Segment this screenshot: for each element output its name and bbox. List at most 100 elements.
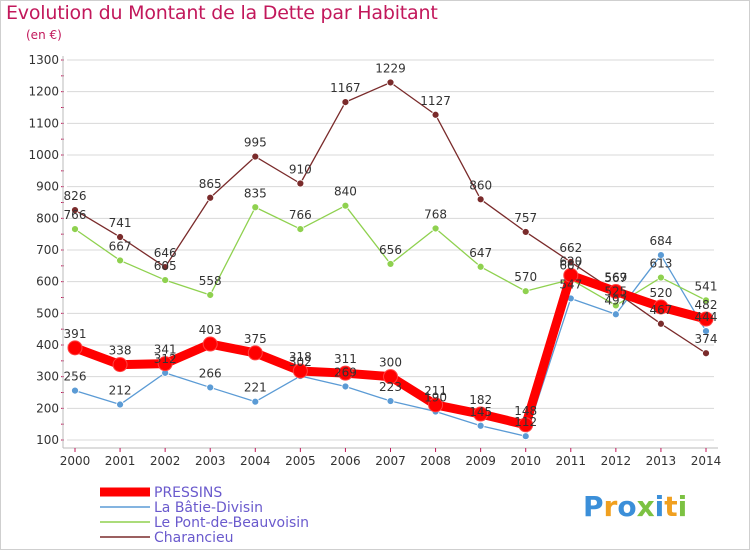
data-point xyxy=(473,406,489,422)
data-label: 569 xyxy=(604,270,627,284)
data-label: 541 xyxy=(695,279,718,293)
data-point xyxy=(657,273,665,282)
y-tick-label: 1000 xyxy=(28,148,59,162)
y-tick-label: 600 xyxy=(36,275,59,289)
data-point xyxy=(702,296,710,305)
data-label: 840 xyxy=(334,185,357,199)
data-label: 620 xyxy=(559,254,582,268)
data-label: 300 xyxy=(379,356,402,370)
x-tick-label: 2006 xyxy=(330,454,361,468)
data-label: 148 xyxy=(514,404,537,418)
data-point xyxy=(67,340,83,356)
data-point xyxy=(251,152,260,161)
data-label: 1167 xyxy=(330,81,361,95)
data-point xyxy=(202,336,218,352)
data-point xyxy=(341,201,350,210)
x-tick-label: 2009 xyxy=(465,454,496,468)
data-point xyxy=(386,260,395,268)
data-point xyxy=(476,421,485,430)
proxiti-logo: Proxiti xyxy=(583,490,687,523)
data-label: 860 xyxy=(469,178,492,192)
data-point xyxy=(161,276,170,284)
data-label: 341 xyxy=(154,343,177,357)
y-tick-label: 500 xyxy=(36,306,59,320)
data-point xyxy=(702,349,710,358)
y-tick-label: 400 xyxy=(36,338,59,352)
logo-letter: P xyxy=(583,490,604,523)
chart-unit: (en €) xyxy=(26,28,62,42)
data-label: 190 xyxy=(424,391,447,405)
y-tick-label: 800 xyxy=(36,211,59,225)
data-point xyxy=(431,110,440,119)
data-point xyxy=(292,363,308,379)
data-point xyxy=(657,251,665,259)
data-point xyxy=(157,356,173,372)
data-label: 467 xyxy=(649,303,672,317)
data-label: 757 xyxy=(514,211,537,225)
data-point xyxy=(206,193,215,202)
data-label: 607 xyxy=(559,258,582,272)
data-point xyxy=(476,262,485,271)
x-tick-label: 2012 xyxy=(601,454,632,468)
legend-label: Le Pont-de-Beauvoisin xyxy=(154,515,309,531)
data-label: 567 xyxy=(604,271,627,285)
data-point xyxy=(247,345,263,361)
x-tick-label: 2013 xyxy=(646,454,677,468)
x-tick-label: 2000 xyxy=(60,454,91,468)
data-label: 684 xyxy=(649,234,672,248)
legend-label: Charancieu xyxy=(154,530,234,546)
x-tick-label: 2004 xyxy=(240,454,271,468)
data-point xyxy=(698,311,714,327)
data-label: 145 xyxy=(469,405,492,419)
data-point xyxy=(608,283,624,299)
series-layer xyxy=(67,78,714,441)
y-tick-label: 700 xyxy=(36,243,59,257)
data-label: 667 xyxy=(109,239,132,253)
legend-label: PRESSINS xyxy=(154,485,222,501)
data-label: 647 xyxy=(469,246,492,260)
data-label: 766 xyxy=(289,208,312,222)
x-tick-label: 2001 xyxy=(105,454,136,468)
data-point xyxy=(702,327,710,335)
data-label: 312 xyxy=(154,352,177,366)
data-point xyxy=(521,432,530,441)
data-label: 302 xyxy=(289,355,312,369)
data-label: 266 xyxy=(199,366,222,380)
data-point xyxy=(341,382,350,391)
axis-layer: 100 200 300 400 500 600 700 800 900 1000 1100 1200 1… xyxy=(28,53,721,468)
data-point xyxy=(476,195,485,204)
data-label: 221 xyxy=(244,381,267,395)
data-label: 1229 xyxy=(375,61,406,75)
logo-letter: x xyxy=(637,490,655,523)
x-tick-label: 2014 xyxy=(691,454,722,468)
data-label: 211 xyxy=(424,384,447,398)
data-point xyxy=(116,256,124,265)
data-label: 768 xyxy=(424,207,447,221)
data-label: 482 xyxy=(695,298,718,312)
data-label: 525 xyxy=(604,284,627,298)
data-point xyxy=(71,225,79,234)
legend-label: La Bâtie-Divisin xyxy=(154,500,263,516)
y-tick-label: 100 xyxy=(36,433,59,447)
data-label: 558 xyxy=(199,274,222,288)
data-label: 910 xyxy=(289,163,312,177)
data-label: 318 xyxy=(289,350,312,364)
data-point xyxy=(563,267,579,283)
x-tick-label: 2007 xyxy=(375,454,406,468)
x-tick-label: 2011 xyxy=(556,454,587,468)
data-label: 338 xyxy=(109,344,132,358)
data-point xyxy=(71,206,79,215)
x-tick-label: 2003 xyxy=(195,454,226,468)
data-point xyxy=(611,301,620,310)
data-point xyxy=(518,417,534,433)
y-tick-label: 900 xyxy=(36,180,59,194)
data-point xyxy=(116,400,124,409)
data-point xyxy=(521,228,530,236)
data-point xyxy=(116,233,124,241)
data-label: 520 xyxy=(649,286,672,300)
y-tick-label: 300 xyxy=(36,370,59,384)
chart-title: Evolution du Montant de la Dette par Hab… xyxy=(6,2,438,24)
data-point xyxy=(251,203,260,212)
data-label: 311 xyxy=(334,352,357,366)
